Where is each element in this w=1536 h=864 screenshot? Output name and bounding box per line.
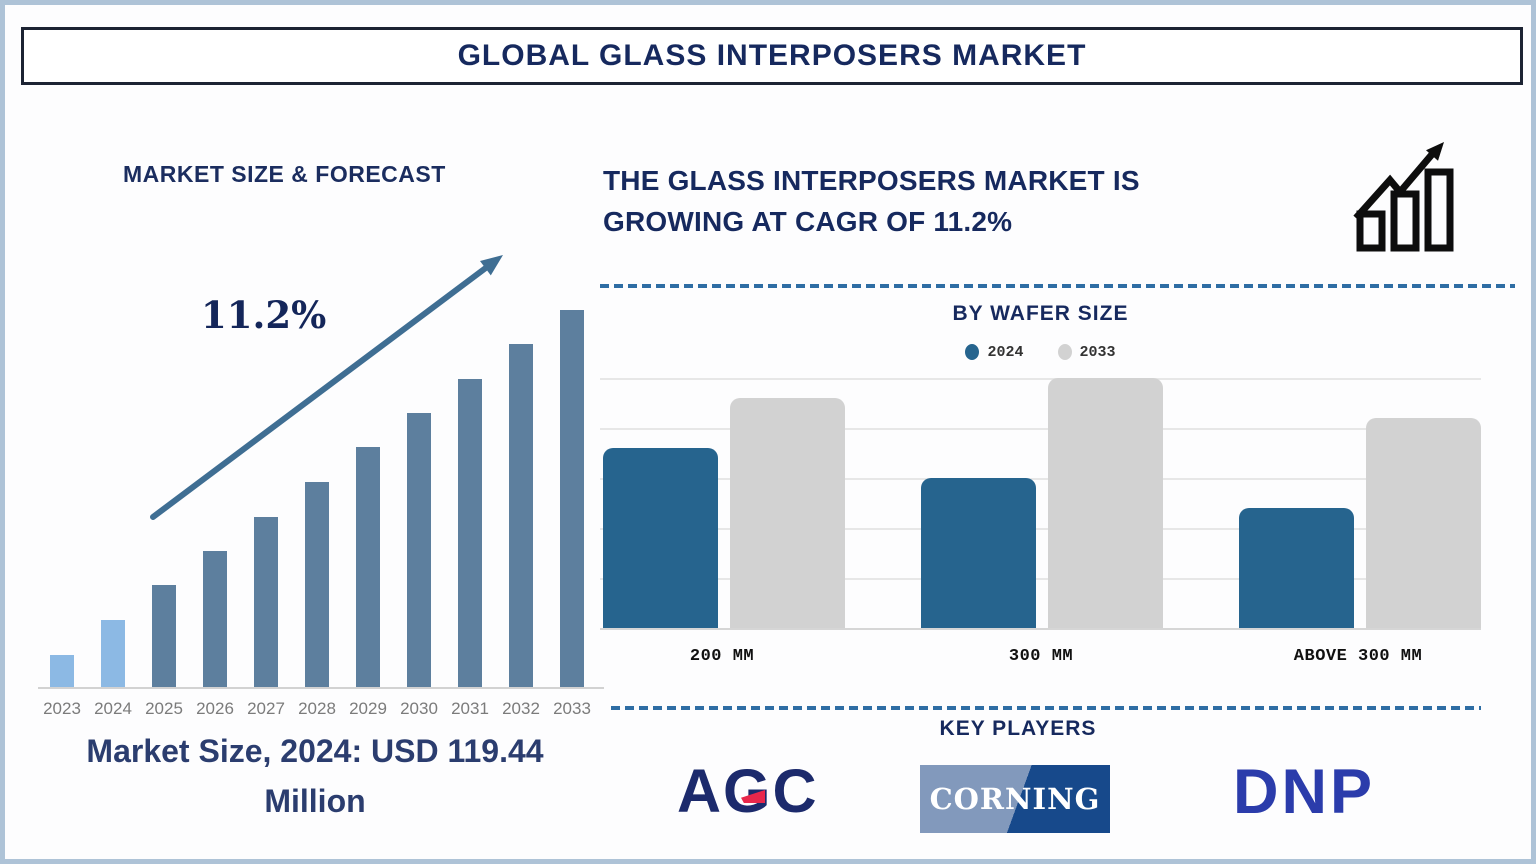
- cagr-annotation: 11.2%: [201, 293, 327, 337]
- dnp-logo: DNP: [1233, 761, 1375, 831]
- agc-logo: AGC: [677, 761, 837, 831]
- year-label: 2028: [298, 699, 336, 718]
- growth-chart-icon: [1353, 142, 1454, 252]
- forecast-bar-2029: [356, 447, 380, 687]
- page-title: GLOBAL GLASS INTERPOSERS MARKET: [457, 39, 1087, 72]
- forecast-bar-2023: [50, 655, 74, 687]
- forecast-bar-2024: [101, 620, 125, 687]
- forecast-bar-2032: [509, 344, 533, 687]
- legend-dot-icon: [965, 344, 980, 360]
- gridline: [600, 578, 1481, 580]
- wafer-bar-2024-300 MM: [921, 478, 1036, 628]
- cagr-headline: THE GLASS INTERPOSERS MARKET IS GROWING …: [603, 165, 1140, 237]
- market-forecast-title: MARKET SIZE & FORECAST: [123, 161, 446, 187]
- dashed-divider-bottom: [611, 706, 1481, 710]
- forecast-bar-2027: [254, 517, 278, 687]
- category-label: 300 MM: [1008, 647, 1074, 666]
- wafer-size-title: BY WAFER SIZE: [952, 302, 1129, 325]
- market-forecast-years: 2023 2024 2025 2026 2027 2028 2029 2030 2031 2032…: [43, 699, 602, 721]
- year-label: 2029: [349, 699, 387, 718]
- dnp-logo-text: DNP: [1233, 757, 1376, 827]
- year-label: 2033: [553, 699, 591, 718]
- legend-label: 2024: [987, 343, 1024, 361]
- market-size-caption: Market Size, 2024: USD 119.44 Million: [86, 733, 544, 819]
- year-label: 2027: [247, 699, 285, 718]
- year-label: 2026: [196, 699, 234, 718]
- forecast-bar-2030: [407, 413, 431, 687]
- legend-dot-icon: [1057, 344, 1072, 360]
- legend-label: 2033: [1079, 343, 1116, 361]
- header-box: GLOBAL GLASS INTERPOSERS MARKET: [21, 27, 1523, 85]
- forecast-bar-2028: [305, 482, 329, 687]
- corning-logo-text: CORNING: [929, 782, 1101, 816]
- wafer-legend: 2024 2033: [603, 342, 1478, 362]
- market-forecast-axis: [38, 687, 604, 689]
- key-players-title: KEY PLAYERS: [939, 717, 1097, 740]
- corning-logo: CORNING: [920, 765, 1110, 833]
- category-label: 200 MM: [689, 647, 755, 666]
- forecast-bar-2031: [458, 379, 482, 687]
- gridline: [600, 478, 1481, 480]
- category-label: ABOVE 300 MM: [1293, 647, 1423, 666]
- market-forecast-plot: [50, 305, 602, 687]
- gridline: [600, 528, 1481, 530]
- year-label: 2023: [43, 699, 81, 718]
- legend-item-2024: 2024: [965, 343, 1024, 361]
- year-label: 2024: [94, 699, 132, 718]
- year-label: 2030: [400, 699, 438, 718]
- forecast-bar-2025: [152, 585, 176, 687]
- dashed-divider-top: [600, 284, 1515, 288]
- agc-logo-text: AGC: [677, 757, 819, 825]
- forecast-bar-2033: [560, 310, 584, 687]
- wafer-bar-2024-200 MM: [603, 448, 718, 628]
- wafer-bar-2033-300 MM: [1048, 378, 1163, 628]
- wafer-plot: [600, 378, 1481, 630]
- growth-arrow-icon: [150, 255, 503, 520]
- year-label: 2032: [502, 699, 540, 718]
- gridline: [600, 428, 1481, 430]
- gridline: [600, 378, 1481, 380]
- forecast-bar-2026: [203, 551, 227, 687]
- legend-item-2033: 2033: [1057, 343, 1116, 361]
- year-label: 2031: [451, 699, 489, 718]
- wafer-bar-2024-ABOVE 300 MM: [1239, 508, 1354, 628]
- wafer-bar-2033-ABOVE 300 MM: [1366, 418, 1481, 628]
- gridline: [600, 628, 1481, 630]
- wafer-bar-2033-200 MM: [730, 398, 845, 628]
- year-label: 2025: [145, 699, 183, 718]
- wafer-category-labels: 200 MM 300 MM ABOVE 300 MM: [603, 647, 1478, 671]
